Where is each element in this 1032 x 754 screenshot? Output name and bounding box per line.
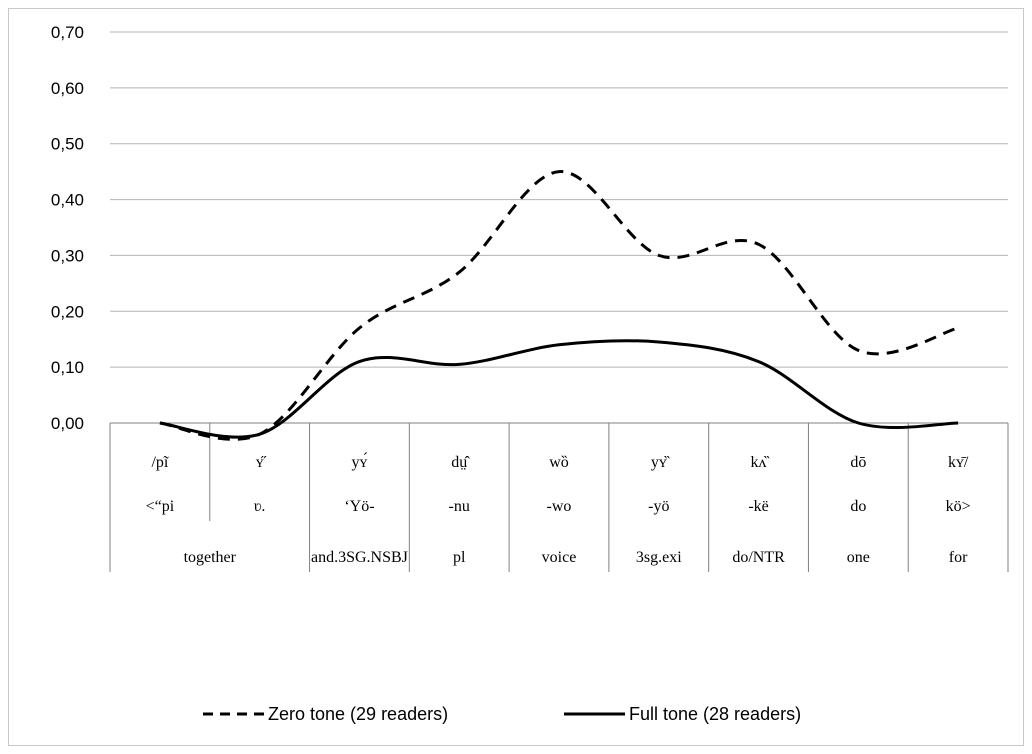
y-tick-label: 0,20	[51, 302, 84, 321]
category-label-row1: kʏ̄/	[948, 454, 969, 471]
category-label-row1: /pĩ	[151, 454, 168, 471]
y-tick-label: 0,60	[51, 79, 84, 98]
category-label-row2: ʋ.	[254, 498, 266, 515]
category-label-row2: -yö	[648, 498, 669, 515]
category-table: /pĩ <“pi together ʏ̋ ʋ. yʏ́ ‘Yö-and.3SG.NSBJ dṳ…	[109, 423, 1009, 572]
legend-label-zero-tone: Zero tone (29 readers)	[268, 704, 448, 724]
category-label-row2: -nu	[449, 498, 470, 515]
category-label-row2: -kë	[748, 498, 768, 515]
category-label-row3: voice	[542, 549, 577, 566]
legend: Zero tone (29 readers) Full tone (28 rea…	[203, 704, 801, 724]
category-label-row3: for	[949, 549, 968, 566]
category-label-row3: 3sg.exi	[636, 549, 682, 566]
y-tick-label: 0,30	[51, 246, 84, 265]
y-tick-label: 0,00	[51, 414, 84, 433]
category-label-row1: kʌ̏	[751, 454, 770, 471]
series-line-full-tone	[159, 339, 959, 439]
series-lines	[159, 170, 959, 441]
y-tick-label: 0,50	[51, 135, 84, 154]
category-label-row3: one	[847, 549, 870, 566]
category-label-row1: yʏ́	[351, 451, 367, 471]
category-label-row2: <“pi	[146, 498, 175, 515]
y-tick-label: 0,10	[51, 358, 84, 377]
category-label-row2: do	[850, 498, 866, 515]
category-label-row1: ʏ̋	[256, 454, 267, 471]
legend-label-full-tone: Full tone (28 readers)	[629, 704, 801, 724]
category-label-row2: ‘Yö-	[344, 498, 374, 515]
y-axis-ticks: 0,00 0,10 0,20 0,30 0,40 0,50 0,60 0,70	[51, 23, 84, 433]
series-line-zero-tone	[159, 170, 959, 441]
category-label-row2: kö>	[946, 498, 971, 515]
category-label-row2: -wo	[547, 498, 572, 515]
category-label-row3: do/NTR	[732, 549, 785, 566]
category-label-row3: together	[184, 549, 237, 566]
y-tick-label: 0,70	[51, 23, 84, 42]
chart-frame	[8, 8, 1024, 746]
category-label-row1: yʏ̏	[651, 454, 670, 471]
category-label-row3: pl	[453, 549, 466, 566]
category-label-row1: dṳ̂	[451, 454, 470, 471]
category-label-row1: wȍ	[549, 454, 569, 471]
category-label-row3: and.3SG.NSBJ	[311, 549, 408, 566]
category-label-row1: dō	[850, 454, 866, 471]
gridlines	[110, 31, 1008, 424]
y-tick-label: 0,40	[51, 191, 84, 210]
